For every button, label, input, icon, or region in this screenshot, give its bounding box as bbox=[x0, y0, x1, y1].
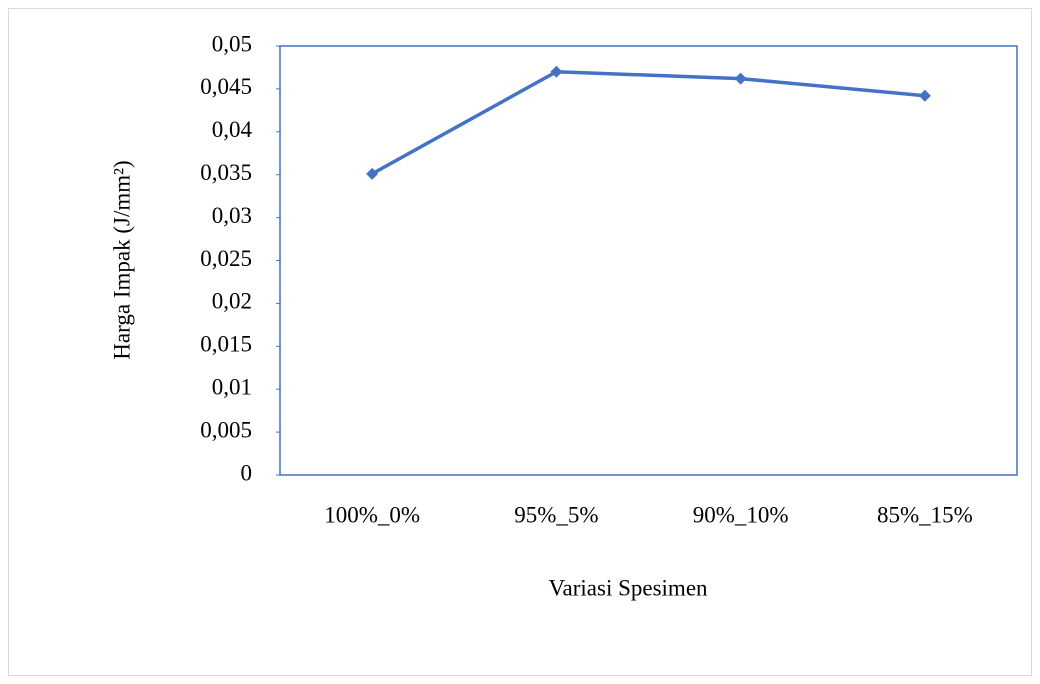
y-tick-label: 0 bbox=[241, 460, 253, 485]
marker bbox=[550, 65, 563, 78]
x-axis-title: Variasi Spesimen bbox=[548, 575, 708, 600]
chart-border bbox=[8, 8, 1032, 676]
marker bbox=[366, 167, 379, 180]
y-tick-label: 0,05 bbox=[212, 31, 252, 56]
x-tick-label: 90%_10% bbox=[693, 502, 789, 527]
y-tick-label: 0,005 bbox=[200, 417, 252, 442]
marker bbox=[734, 72, 747, 85]
y-tick-label: 0,03 bbox=[212, 203, 252, 228]
marker bbox=[918, 89, 931, 102]
line bbox=[371, 69, 926, 176]
y-axis-title: Harga Impak (J/mm²) bbox=[109, 160, 134, 359]
x-tick-label: 95%_5% bbox=[514, 502, 598, 527]
y-tick-label: 0,025 bbox=[200, 246, 252, 271]
y-tick-label: 0,02 bbox=[212, 289, 252, 314]
x-tick-label: 85%_15% bbox=[877, 502, 973, 527]
x-tick-label: 100%_0% bbox=[324, 502, 420, 527]
y-tick-label: 0,015 bbox=[200, 332, 252, 357]
y-tick-label: 0,04 bbox=[212, 117, 253, 142]
y-tick-label: 0,01 bbox=[212, 374, 252, 399]
y-tick-label: 0,035 bbox=[200, 160, 252, 185]
y-tick-label: 0,045 bbox=[200, 74, 252, 99]
